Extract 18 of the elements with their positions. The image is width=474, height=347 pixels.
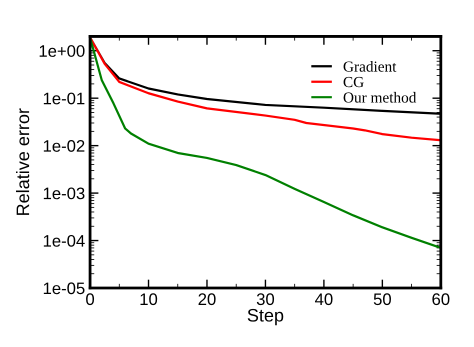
x-tick-label: 20: [198, 293, 216, 306]
legend-label: CG: [344, 76, 364, 88]
y-axis-title: Relative error: [16, 108, 30, 215]
y-tick-label: 1e+00: [40, 45, 85, 57]
x-tick-label: 40: [315, 293, 333, 306]
y-tick-label: 1e-02: [44, 140, 84, 152]
y-tick-label: 1e-05: [44, 282, 85, 294]
legend-label: Gradient: [344, 60, 396, 72]
x-tick-label: 0: [86, 293, 94, 306]
legend-label: Our method: [344, 92, 416, 103]
y-tick-label: 1e-04: [44, 234, 85, 247]
x-tick-label: 60: [432, 293, 450, 306]
x-tick-label: 30: [256, 293, 274, 306]
y-tick-label: 1e-03: [44, 187, 84, 200]
x-tick-label: 50: [374, 293, 391, 306]
y-tick-label: 1e-01: [44, 92, 84, 104]
x-tick-label: 10: [140, 293, 158, 306]
x-axis-title: Step: [248, 308, 284, 326]
